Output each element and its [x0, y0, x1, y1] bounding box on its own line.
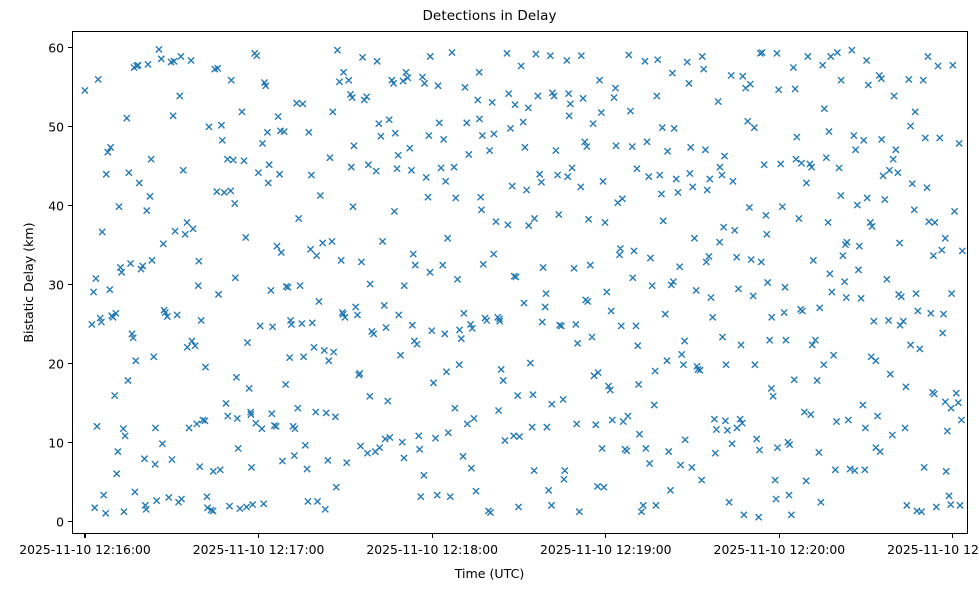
x-tick-label: 2025-11-10 12:21:00 — [887, 542, 979, 557]
y-axis-label: Bistatic Delay (km) — [21, 222, 36, 343]
plot-area — [72, 31, 968, 534]
chart-title: Detections in Delay — [422, 8, 557, 24]
marker-path — [81, 45, 966, 521]
x-tick-mark — [952, 534, 954, 539]
marker-group — [81, 45, 966, 521]
scatter-markers — [81, 45, 966, 521]
x-tick-mark — [431, 534, 433, 539]
x-tick-mark — [258, 534, 260, 539]
x-tick-mark — [605, 534, 607, 539]
x-tick-label: 2025-11-10 12:18:00 — [366, 542, 498, 557]
x-tick-label: 2025-11-10 12:16:00 — [19, 542, 151, 557]
x-tick-label: 2025-11-10 12:20:00 — [713, 542, 846, 557]
x-tick-mark — [84, 534, 86, 539]
x-tick-label: 2025-11-10 12:17:00 — [192, 542, 325, 557]
x-tick-label: 2025-11-10 12:19:00 — [539, 542, 672, 557]
x-tick-mark — [778, 534, 780, 539]
x-axis-label: Time (UTC) — [454, 566, 525, 581]
